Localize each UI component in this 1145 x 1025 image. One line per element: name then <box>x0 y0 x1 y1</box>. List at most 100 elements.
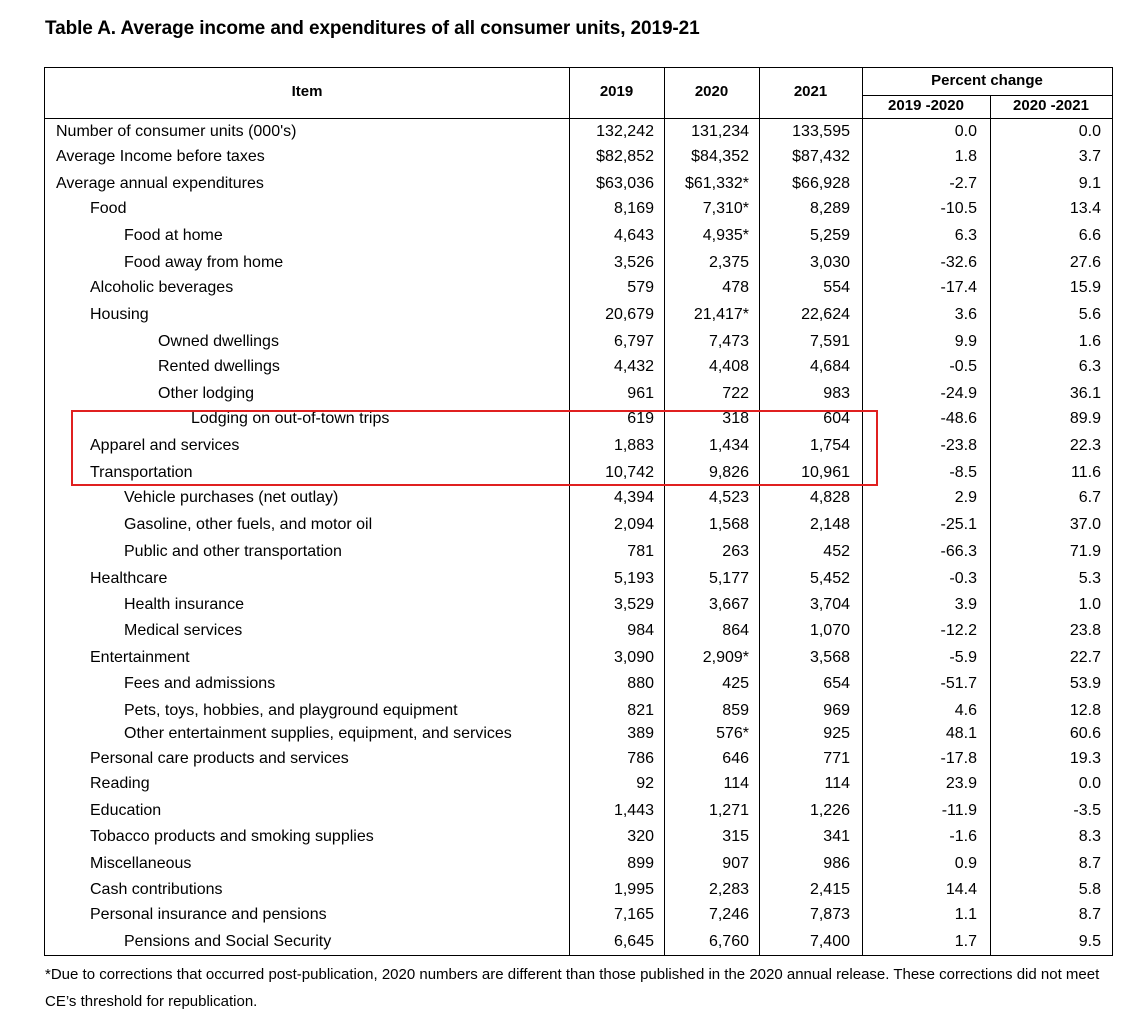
cell-2021: 969 <box>823 702 850 719</box>
cell-2019: 619 <box>627 410 654 427</box>
cell-2020: 1,568 <box>708 516 749 533</box>
row-label: Other entertainment supplies, equipment,… <box>124 725 512 742</box>
cell-2021: 1,226 <box>809 802 850 819</box>
cell-pc-2019-2020: -17.8 <box>940 750 977 767</box>
table-row: Pets, toys, hobbies, and playground equi… <box>45 699 1112 723</box>
cell-pc-2019-2020: -25.1 <box>940 516 977 533</box>
cell-pc-2019-2020: -1.6 <box>949 828 977 845</box>
cell-pc-2019-2020: -12.2 <box>940 622 977 639</box>
cell-2019: 3,529 <box>613 596 654 613</box>
cell-pc-2020-2021: 1.0 <box>1078 596 1101 613</box>
cell-pc-2019-2020: -32.6 <box>940 254 977 271</box>
row-label: Housing <box>90 306 149 323</box>
cell-2021: 7,400 <box>809 933 850 950</box>
cell-2021: 4,684 <box>809 358 850 375</box>
table-row: Food at home 4,643 4,935* 5,259 6.3 6.6 <box>45 224 1112 248</box>
table-row: Vehicle purchases (net outlay) 4,394 4,523… <box>45 486 1112 510</box>
cell-2021: 3,030 <box>809 254 850 271</box>
cell-pc-2019-2020: -8.5 <box>949 464 977 481</box>
cell-2020: 722 <box>722 385 749 402</box>
row-label: Number of consumer units (000's) <box>56 123 297 140</box>
cell-2021: 3,568 <box>809 649 850 666</box>
cell-2019: 821 <box>627 702 654 719</box>
cell-2019: 2,094 <box>613 516 654 533</box>
cell-2020: 5,177 <box>708 570 749 587</box>
cell-2020: 4,523 <box>708 489 749 506</box>
cell-pc-2019-2020: 48.1 <box>945 725 977 742</box>
cell-2020: 646 <box>722 750 749 767</box>
table-row: Transportation 10,742 9,826 10,961 -8.5 11.6 <box>45 461 1112 485</box>
table-row: Public and other transportation 781 263 452… <box>45 540 1112 564</box>
cell-2021: 604 <box>823 410 850 427</box>
cell-pc-2020-2021: 37.0 <box>1069 516 1101 533</box>
cell-2019: 786 <box>627 750 654 767</box>
footnote: *Due to corrections that occurred post-p… <box>45 966 1100 1010</box>
row-label: Education <box>90 802 162 819</box>
cell-2019: 899 <box>627 855 654 872</box>
cell-2020: 576* <box>716 725 749 742</box>
table-row: Personal care products and services 786 64… <box>45 747 1112 771</box>
cell-pc-2020-2021: 5.6 <box>1078 306 1101 323</box>
cell-2021: 2,148 <box>809 516 850 533</box>
cell-2019: 579 <box>627 279 654 296</box>
cell-pc-2019-2020: 4.6 <box>954 702 977 719</box>
cell-2020: 131,234 <box>691 123 749 140</box>
table-row: Average annual expenditures $63,036 $61,33… <box>45 172 1112 196</box>
table-row: Entertainment 3,090 2,909* 3,568 -5.9 22.7 <box>45 646 1112 670</box>
row-label: Public and other transportation <box>124 543 342 560</box>
table-row: Personal insurance and pensions 7,165 7,24… <box>45 903 1112 927</box>
cell-2020: 2,375 <box>708 254 749 271</box>
cell-pc-2019-2020: -11.9 <box>941 802 977 819</box>
header-pc-2019-2020: 2019 -2020 <box>888 97 964 114</box>
row-label: Healthcare <box>90 570 168 587</box>
cell-2019: 1,995 <box>613 881 654 898</box>
cell-2020: 7,310* <box>702 200 749 217</box>
cell-2021: 2,415 <box>809 881 850 898</box>
cell-2021: 554 <box>823 279 850 296</box>
cell-pc-2020-2021: 0.0 <box>1078 775 1101 792</box>
row-label: Owned dwellings <box>158 333 279 350</box>
cell-2020: 7,246 <box>708 906 749 923</box>
table-row: Other entertainment supplies, equipment,… <box>45 722 1112 746</box>
table-row: Food 8,169 7,310* 8,289 -10.5 13.4 <box>45 197 1112 221</box>
cell-2019: 6,645 <box>613 933 654 950</box>
row-label: Vehicle purchases (net outlay) <box>124 489 339 506</box>
cell-2020: $84,352 <box>691 148 749 165</box>
cell-pc-2019-2020: -2.7 <box>949 175 977 192</box>
cell-2020: 7,473 <box>708 333 749 350</box>
cell-pc-2020-2021: 19.3 <box>1069 750 1101 767</box>
cell-pc-2020-2021: 13.4 <box>1069 200 1101 217</box>
cell-2021: 3,704 <box>809 596 850 613</box>
row-label: Medical services <box>124 622 243 639</box>
cell-pc-2019-2020: -24.9 <box>940 385 977 402</box>
cell-pc-2019-2020: -17.4 <box>940 279 977 296</box>
row-label: Entertainment <box>90 649 190 666</box>
cell-2020: 2,909* <box>702 649 749 666</box>
table-row: Health insurance 3,529 3,667 3,704 3.9 1.0 <box>45 593 1112 617</box>
header-divider <box>862 95 1112 96</box>
cell-2021: 4,828 <box>809 489 850 506</box>
cell-2019: $63,036 <box>596 175 654 192</box>
cell-2019: 961 <box>627 385 654 402</box>
row-label: Other lodging <box>158 385 255 402</box>
cell-2019: 984 <box>627 622 654 639</box>
row-label: Tobacco products and smoking supplies <box>90 828 374 845</box>
row-label: Average annual expenditures <box>56 175 264 192</box>
column-divider <box>862 68 863 955</box>
cell-2021: 5,259 <box>809 227 850 244</box>
cell-pc-2020-2021: 0.0 <box>1078 123 1101 140</box>
cell-pc-2020-2021: 5.3 <box>1078 570 1101 587</box>
cell-pc-2020-2021: 5.8 <box>1078 881 1101 898</box>
cell-2019: 320 <box>627 828 654 845</box>
cell-pc-2020-2021: 11.6 <box>1071 464 1101 481</box>
table-row: Owned dwellings 6,797 7,473 7,591 9.9 1.6 <box>45 330 1112 354</box>
cell-pc-2020-2021: 6.3 <box>1078 358 1101 375</box>
cell-2019: 1,443 <box>613 802 654 819</box>
row-label: Pensions and Social Security <box>124 933 332 950</box>
cell-2019: 4,394 <box>613 489 654 506</box>
cell-2021: 10,961 <box>801 464 850 481</box>
cell-pc-2020-2021: 8.7 <box>1078 855 1101 872</box>
cell-pc-2019-2020: 0.9 <box>954 855 977 872</box>
cell-2019: 781 <box>627 543 654 560</box>
row-label: Lodging on out-of-town trips <box>191 410 390 427</box>
